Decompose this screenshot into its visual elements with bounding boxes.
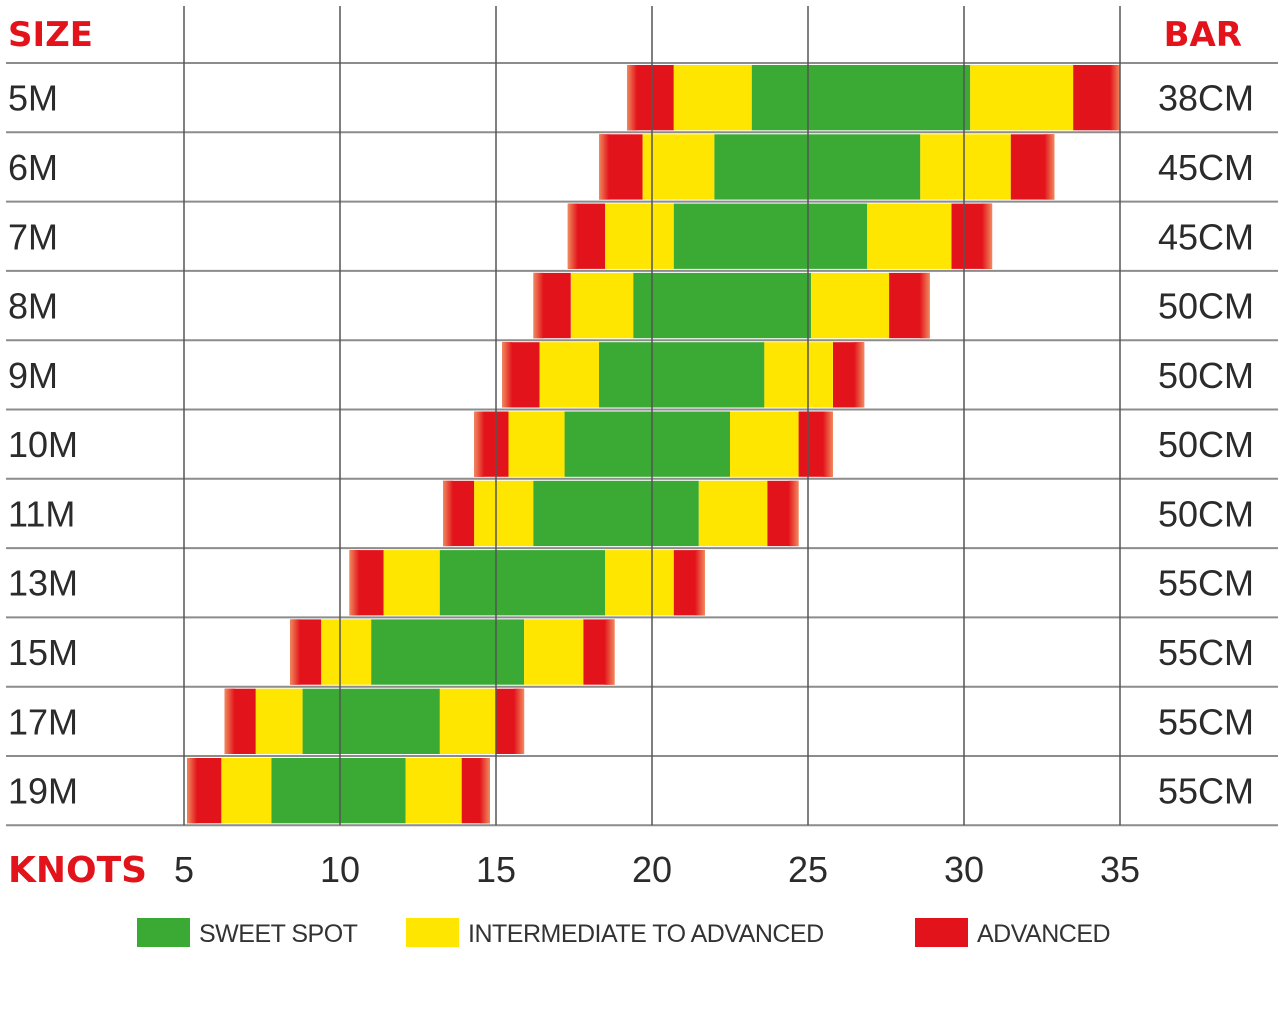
bar-length-label: 55CM	[1158, 701, 1254, 742]
intermediate-high-bar	[605, 550, 674, 616]
size-label: 13M	[8, 563, 78, 604]
advanced-low-edge	[567, 203, 578, 269]
legend-swatch-sweet	[137, 918, 190, 947]
sweet-spot-bar	[302, 688, 440, 754]
size-label: 6M	[8, 147, 58, 188]
advanced-high-edge	[788, 480, 799, 547]
size-label: 5M	[8, 78, 58, 119]
legend-label-adv: ADVANCED	[977, 920, 1110, 948]
advanced-high-edge	[514, 688, 525, 754]
bar-length-label: 50CM	[1158, 286, 1254, 327]
legend-label-sweet: SWEET SPOT	[199, 920, 358, 948]
intermediate-low-bar	[383, 550, 440, 616]
intermediate-low-bar	[642, 134, 715, 200]
intermediate-high-bar	[764, 342, 833, 408]
bar-length-label: 50CM	[1158, 424, 1254, 465]
sweet-spot-bar	[673, 203, 868, 269]
sweet-spot-bar	[271, 758, 406, 824]
sweet-spot-bar	[714, 134, 921, 200]
intermediate-low-bar	[255, 688, 303, 754]
bar-length-label: 50CM	[1158, 493, 1254, 534]
intermediate-low-bar	[605, 203, 674, 269]
advanced-low-edge	[290, 619, 301, 685]
sweet-spot-bar	[633, 272, 812, 339]
intermediate-low-bar	[321, 619, 372, 685]
size-label: 9M	[8, 355, 58, 396]
legend-swatch-inter	[406, 918, 459, 947]
sweet-spot-bar	[371, 619, 525, 685]
advanced-low-edge	[533, 272, 544, 339]
sweet-spot-bar	[439, 550, 606, 616]
advanced-low-edge	[599, 134, 609, 200]
intermediate-low-bar	[570, 272, 634, 339]
intermediate-high-bar	[920, 134, 1011, 200]
intermediate-high-bar	[970, 65, 1074, 131]
x-tick-label: 30	[944, 849, 984, 890]
advanced-high-edge	[1044, 134, 1055, 200]
advanced-low-edge	[443, 480, 453, 547]
intermediate-high-bar	[730, 411, 799, 477]
row-labels: SIZE BAR 5M 38CM 6M 45CM 7M 45CM 8M 50CM 9M 50CM 10M…	[8, 15, 1254, 812]
x-tick-label: 20	[632, 849, 672, 890]
intermediate-low-bar	[539, 342, 599, 408]
bar-length-label: 55CM	[1158, 632, 1254, 673]
advanced-low-edge	[627, 65, 637, 131]
advanced-low-edge	[502, 342, 513, 408]
intermediate-high-bar	[698, 480, 768, 547]
x-tick-label: 35	[1100, 849, 1140, 890]
size-label: 19M	[8, 771, 78, 812]
size-label: 8M	[8, 286, 58, 327]
x-axis-title: KNOTS	[8, 850, 147, 891]
advanced-high-edge	[1110, 65, 1120, 131]
advanced-high-edge	[695, 550, 705, 616]
bar-length-label: 55CM	[1158, 563, 1254, 604]
intermediate-low-bar	[673, 65, 752, 131]
x-tick-label: 5	[174, 849, 194, 890]
bar-length-label: 50CM	[1158, 355, 1254, 396]
x-axis: KNOTS 5 10 15 20 25 30 35	[8, 849, 1140, 891]
x-tick-label: 15	[476, 849, 516, 890]
size-header: SIZE	[8, 15, 93, 55]
intermediate-high-bar	[867, 203, 952, 269]
grid-lines	[6, 6, 1278, 827]
advanced-high-edge	[982, 203, 993, 269]
intermediate-high-bar	[439, 688, 496, 754]
bar-length-label: 55CM	[1158, 771, 1254, 812]
intermediate-low-bar	[474, 480, 534, 547]
bar-length-label: 45CM	[1158, 147, 1254, 188]
sweet-spot-bar	[751, 65, 971, 131]
sweet-spot-bar	[599, 342, 765, 408]
range-bars	[187, 65, 1120, 824]
intermediate-high-bar	[524, 619, 584, 685]
bar-header: BAR	[1164, 15, 1242, 55]
intermediate-low-bar	[221, 758, 272, 824]
advanced-high-edge	[919, 272, 930, 339]
advanced-high-edge	[604, 619, 615, 685]
x-tick-label: 10	[320, 849, 360, 890]
intermediate-high-bar	[811, 272, 890, 339]
advanced-low-edge	[349, 550, 360, 616]
advanced-high-edge	[854, 342, 865, 408]
legend-label-inter: INTERMEDIATE TO ADVANCED	[468, 920, 824, 948]
advanced-low-edge	[474, 411, 485, 477]
size-label: 15M	[8, 632, 78, 673]
size-label: 11M	[8, 493, 75, 534]
legend: SWEET SPOT INTERMEDIATE TO ADVANCED ADVANC…	[137, 918, 1111, 948]
advanced-high-edge	[479, 758, 490, 824]
sweet-spot-bar	[533, 480, 699, 547]
intermediate-high-bar	[405, 758, 462, 824]
x-tick-label: 25	[788, 849, 828, 890]
bar-length-label: 45CM	[1158, 216, 1254, 257]
advanced-high-edge	[823, 411, 833, 477]
size-label: 10M	[8, 424, 78, 465]
size-label: 17M	[8, 701, 78, 742]
legend-swatch-adv	[915, 918, 968, 947]
intermediate-low-bar	[508, 411, 565, 477]
advanced-low-edge	[187, 758, 198, 824]
size-label: 7M	[8, 216, 58, 257]
sweet-spot-bar	[564, 411, 730, 477]
advanced-low-edge	[224, 688, 235, 754]
bar-length-label: 38CM	[1158, 78, 1254, 119]
